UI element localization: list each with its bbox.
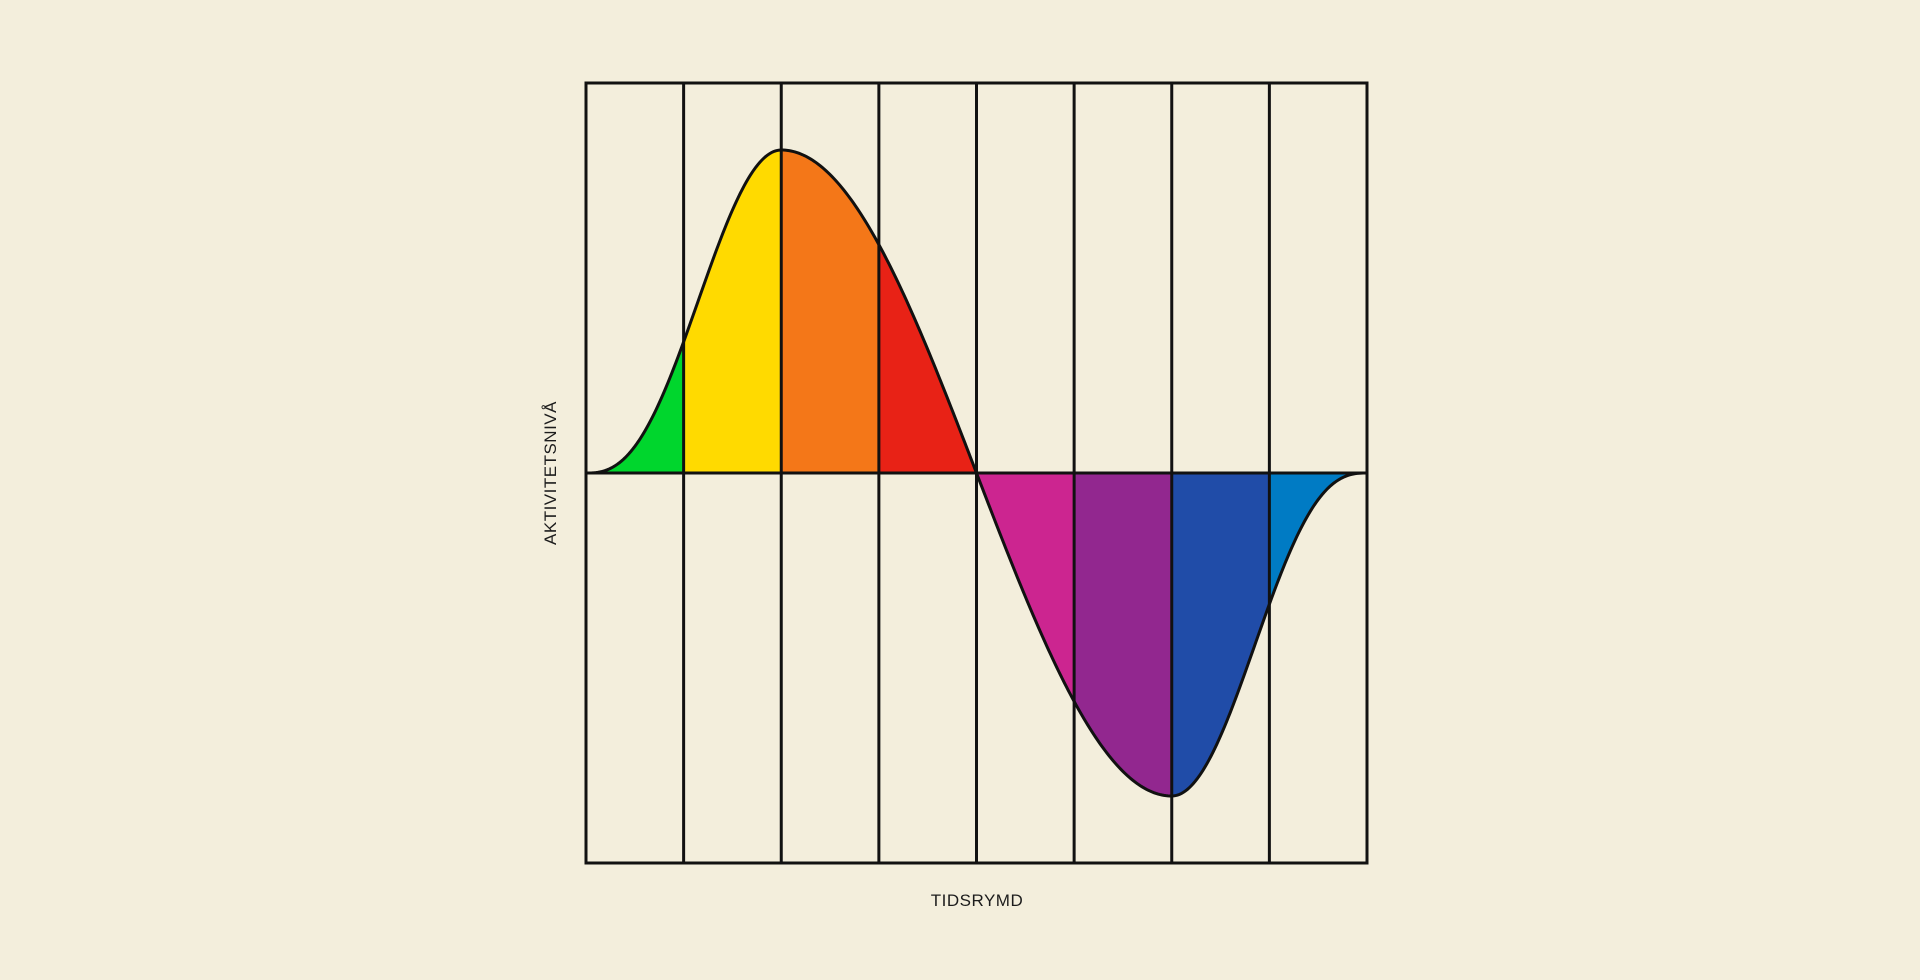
wave-segment-5 bbox=[976, 473, 1075, 702]
x-axis-label: TIDSRYMD bbox=[931, 891, 1023, 910]
wave-segment-8 bbox=[1269, 473, 1367, 605]
wave-segment-3 bbox=[781, 150, 879, 473]
wave-segment-4 bbox=[878, 244, 977, 473]
wave-segment-2 bbox=[683, 150, 782, 473]
wave-segment-fills bbox=[586, 150, 1367, 796]
y-axis-label: AKTIVITETSNIVÅ bbox=[541, 401, 560, 545]
wave-segment-1 bbox=[586, 341, 684, 473]
wave-segment-6 bbox=[1074, 473, 1172, 796]
wave-segment-7 bbox=[1171, 473, 1270, 796]
